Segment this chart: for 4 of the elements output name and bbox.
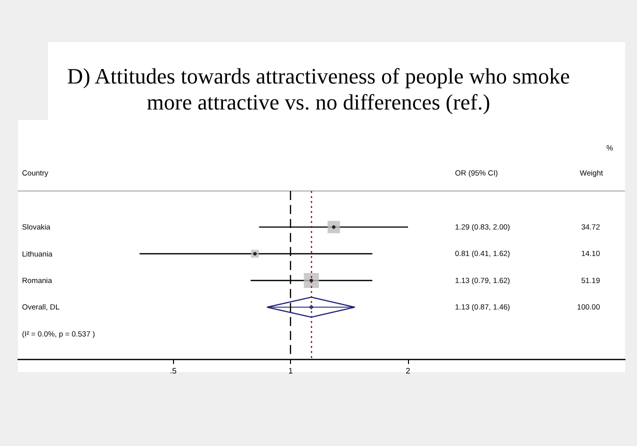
chart-title: D) Attitudes towards attractiveness of people who smoke more attractive vs. no differences (ref.) <box>67 64 570 114</box>
x-tick-label: 2 <box>406 366 411 376</box>
x-tick-label: .5 <box>170 366 178 376</box>
x-tick-label: 1 <box>288 366 294 376</box>
